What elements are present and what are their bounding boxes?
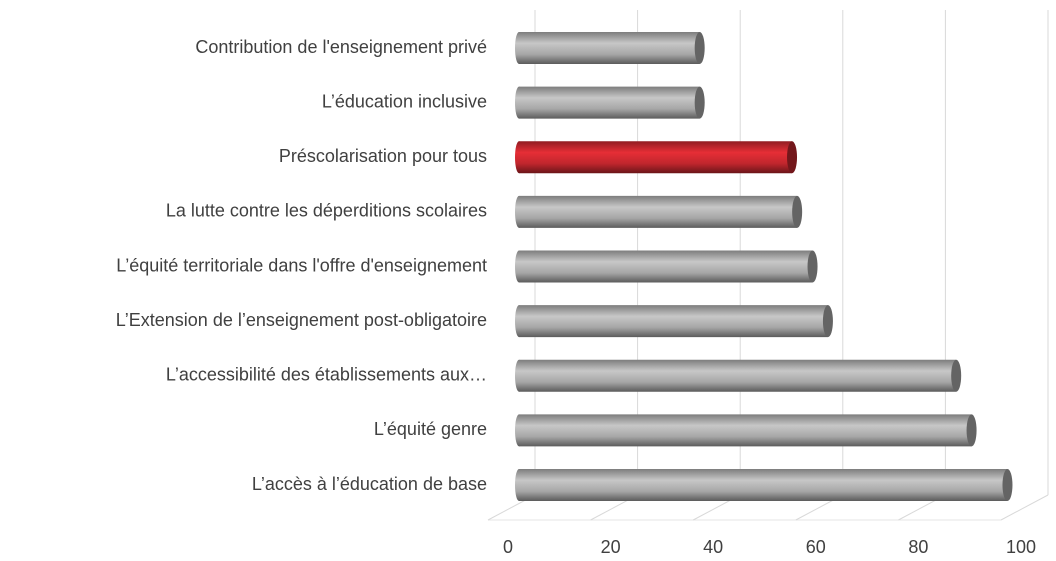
bar-cap — [694, 86, 705, 119]
bar-cap — [966, 414, 977, 447]
bar-cap — [787, 141, 798, 174]
y-tick-label: L’équité territoriale dans l'offre d'ens… — [116, 255, 487, 275]
grid-line-floor — [1000, 494, 1049, 521]
bar-cap — [807, 250, 818, 283]
bar-cap — [792, 195, 803, 228]
bar — [519, 359, 957, 392]
bar-cap — [1002, 469, 1013, 501]
x-tick-label: 20 — [601, 537, 621, 557]
x-tick-label: 100 — [1006, 537, 1036, 557]
bar — [519, 469, 1008, 501]
y-tick-label: L’accès à l’éducation de base — [252, 474, 487, 494]
y-tick-label: L’accessibilité des établissements aux… — [166, 365, 487, 385]
y-tick-label: Contribution de l'enseignement privé — [195, 37, 487, 57]
x-tick-label: 40 — [703, 537, 723, 557]
y-tick-label: L’Extension de l’enseignement post-oblig… — [116, 310, 487, 330]
bar — [519, 195, 798, 228]
y-tick-label: La lutte contre les déperditions scolair… — [166, 201, 487, 221]
bar — [519, 32, 700, 64]
y-tick-label: Préscolarisation pour tous — [279, 146, 487, 166]
bar-cap — [694, 32, 705, 64]
x-tick-label: 80 — [908, 537, 928, 557]
bar — [519, 250, 813, 283]
x-tick-label: 60 — [806, 537, 826, 557]
x-tick-label: 0 — [503, 537, 513, 557]
bar-cap — [822, 305, 833, 338]
bar — [519, 86, 700, 119]
bar — [519, 305, 828, 338]
bar — [519, 141, 793, 174]
y-tick-label: L’éducation inclusive — [322, 91, 487, 111]
bar-cap — [951, 359, 962, 392]
y-tick-label: L’équité genre — [374, 419, 487, 439]
bar — [519, 414, 972, 447]
